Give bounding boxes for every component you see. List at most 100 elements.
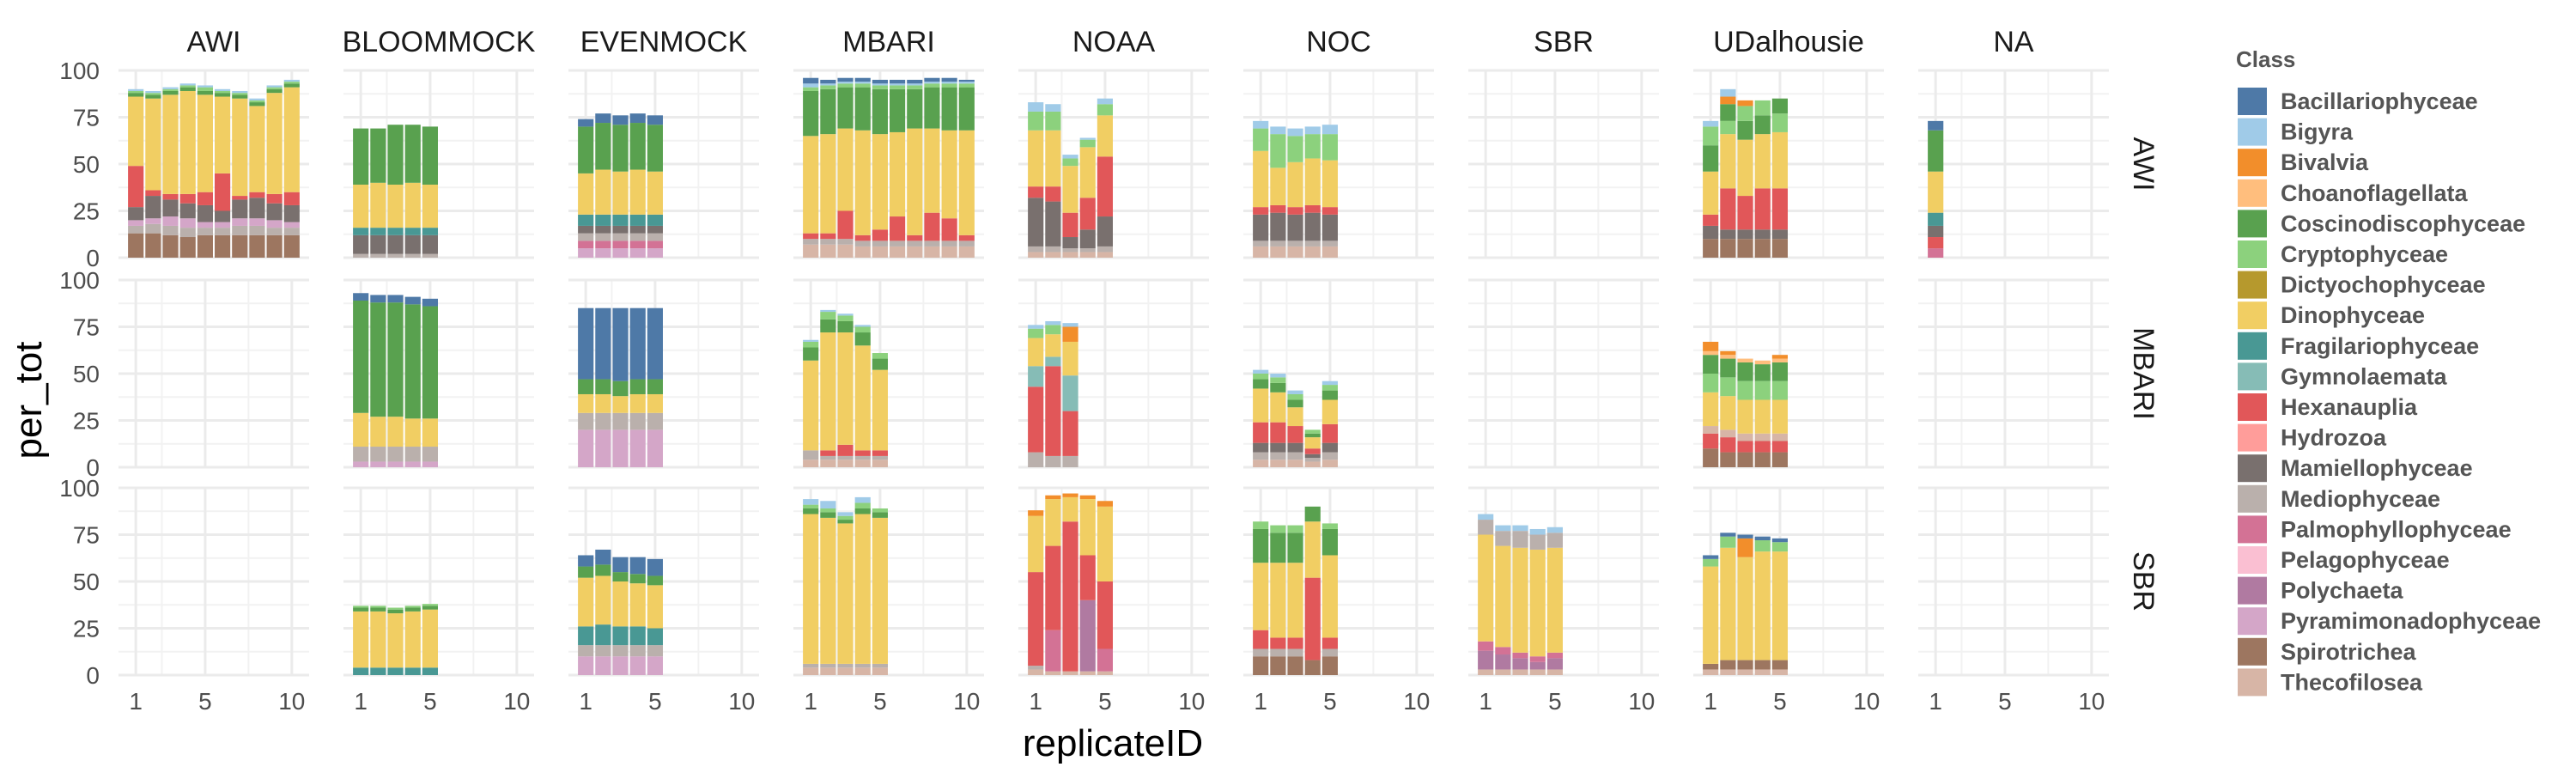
bar-segment-coscinodiscophyceae [179,87,196,91]
bar-segment-coscinodiscophyceae [854,87,871,131]
bar-segment-palmophyllophyceae [1495,647,1511,655]
bar-segment-mamiellophyceae [1270,442,1286,453]
bar-segment-thecofilosea [1062,252,1078,258]
bar-segment-cryptophyceae [837,515,854,520]
bars-awi-noc [1253,120,1338,258]
bar-segment-mamiellophyceae [1097,216,1113,247]
bar-segment-dinophyceae [854,130,871,235]
bar-segment-bigyra [1097,98,1113,105]
bar-segment-pyramimonadophyceae [179,218,196,228]
bar-segment-dinophyceae [1028,515,1044,573]
bar-segment-palmophyllophyceae [1512,652,1528,659]
bar-segment-hexanauplia [1079,555,1096,600]
bar-segment-hexanauplia [1270,637,1286,649]
bar-segment-coscinodiscophyceae [1253,528,1269,563]
bar-segment-coscinodiscophyceae [872,358,888,370]
bar-segment-cryptophyceae [1270,377,1286,383]
legend-label: Bacillariophyceae [2281,88,2478,114]
bar-segment-hexanauplia [890,216,906,241]
bar-segment-coscinodiscophyceae [1703,355,1719,374]
bar-segment-fragilariophyceae [387,228,404,235]
bar-segment-cryptophyceae [941,83,957,88]
bar-segment-thecofilosea [872,460,888,467]
bar-segment-mediophyceae [612,233,629,241]
bar-segment-bigyra [1253,120,1269,129]
bar-segment-mediophyceae [422,447,438,462]
x-tick-label: 10 [2078,688,2105,715]
bar-segment-spirotrichea [1771,660,1788,670]
bar-segment-bivalvia [1737,100,1753,107]
bar-segment-dinophyceae [578,173,594,215]
bar-segment-bigyra [1321,380,1338,386]
bar-segment-palmophyllophyceae [629,240,646,249]
bar-segment-coscinodiscophyceae [387,125,404,185]
bar-segment-hexanauplia [1304,577,1321,660]
bar-segment-coscinodiscophyceae [232,94,248,99]
bar-segment-thecofilosea [907,246,923,258]
bar-segment-cryptophyceae [197,87,213,91]
bar-segment-dinophyceae [1270,392,1286,423]
bar-segment-coscinodiscophyceae [1720,358,1736,378]
bar-segment-dinophyceae [647,585,663,629]
bar-segment-hexanauplia [958,234,975,241]
bar-segment-bigyra [145,90,161,94]
bar-segment-coscinodiscophyceae [837,320,854,333]
bar-segment-coscinodiscophyceae [370,128,386,183]
bar-segment-dinophyceae [197,94,213,192]
bar-segment-dinophyceae [595,393,611,413]
bar-segment-mediophyceae [422,253,438,258]
bar-segment-cryptophyceae [1754,380,1771,400]
bar-segment-mamiellophyceae [145,196,161,219]
bar-segment-thecofilosea [820,244,836,258]
bar-segment-mamiellophyceae [1304,212,1321,241]
bar-segment-mediophyceae [283,228,300,235]
bar-segment-gymnolaemata [1045,356,1061,367]
bar-segment-mamiellophyceae [1321,214,1338,241]
bar-segment-mediophyceae [1495,531,1511,546]
x-tick-label: 1 [1254,688,1267,715]
panel-mbari-noc [1243,278,1434,469]
bar-segment-bacillariophyceae [890,79,906,84]
bar-segment-palmophyllophyceae [1546,652,1563,659]
bar-segment-dinophyceae [595,575,611,625]
bar-segment-thecofilosea [1304,461,1321,467]
x-tick-label: 10 [1853,688,1880,715]
bar-segment-mediophyceae [1304,240,1321,247]
bar-segment-coscinodiscophyceae [215,93,231,97]
bar-segment-bigyra [890,83,906,86]
legend-label: Coscinodiscophyceae [2281,210,2525,236]
bar-segment-dinophyceae [422,184,438,228]
bar-segment-bacillariophyceae [629,113,646,124]
bar-segment-thecofilosea [1703,426,1719,434]
legend-swatch [2238,576,2267,605]
bar-segment-cryptophyceae [266,87,283,89]
bar-segment-bigyra [941,82,957,84]
bar-segment-dinophyceae [1079,499,1096,556]
bar-segment-mediophyceae [1253,648,1269,657]
x-tick-label: 5 [1323,688,1337,715]
bar-segment-cryptophyceae [1270,134,1286,168]
legend-item-hydrozoa: Hydrozoa [2238,423,2387,452]
bar-segment-thecofilosea [854,246,871,258]
bar-segment-mediophyceae [907,240,923,247]
bar-segment-pyramimonadophyceae [422,461,438,467]
bar-segment-coscinodiscophyceae [820,319,836,333]
bar-segment-mamiellophyceae [422,234,438,254]
bar-segment-mediophyceae [387,253,404,258]
bar-segment-coscinodiscophyceae [1304,506,1321,522]
bar-segment-coscinodiscophyceae [1771,98,1788,114]
bars-sbr-bloommock [353,604,438,675]
bar-segment-bigyra [820,83,836,86]
bar-segment-hexanauplia [907,234,923,241]
bar-segment-mediophyceae [162,225,179,235]
bar-segment-thecofilosea [1304,246,1321,258]
bar-segment-dinophyceae [249,106,265,192]
bar-segment-hexanauplia [1771,441,1788,453]
bar-segment-dinophyceae [162,94,179,194]
bar-segment-dinophyceae [890,131,906,217]
bar-segment-mediophyceae [249,225,265,235]
bar-segment-polychaeta [1512,658,1528,670]
bar-segment-palmophyllophyceae [1045,630,1061,672]
bar-segment-dinophyceae [1304,158,1321,205]
bar-segment-mamiellophyceae [647,225,663,234]
